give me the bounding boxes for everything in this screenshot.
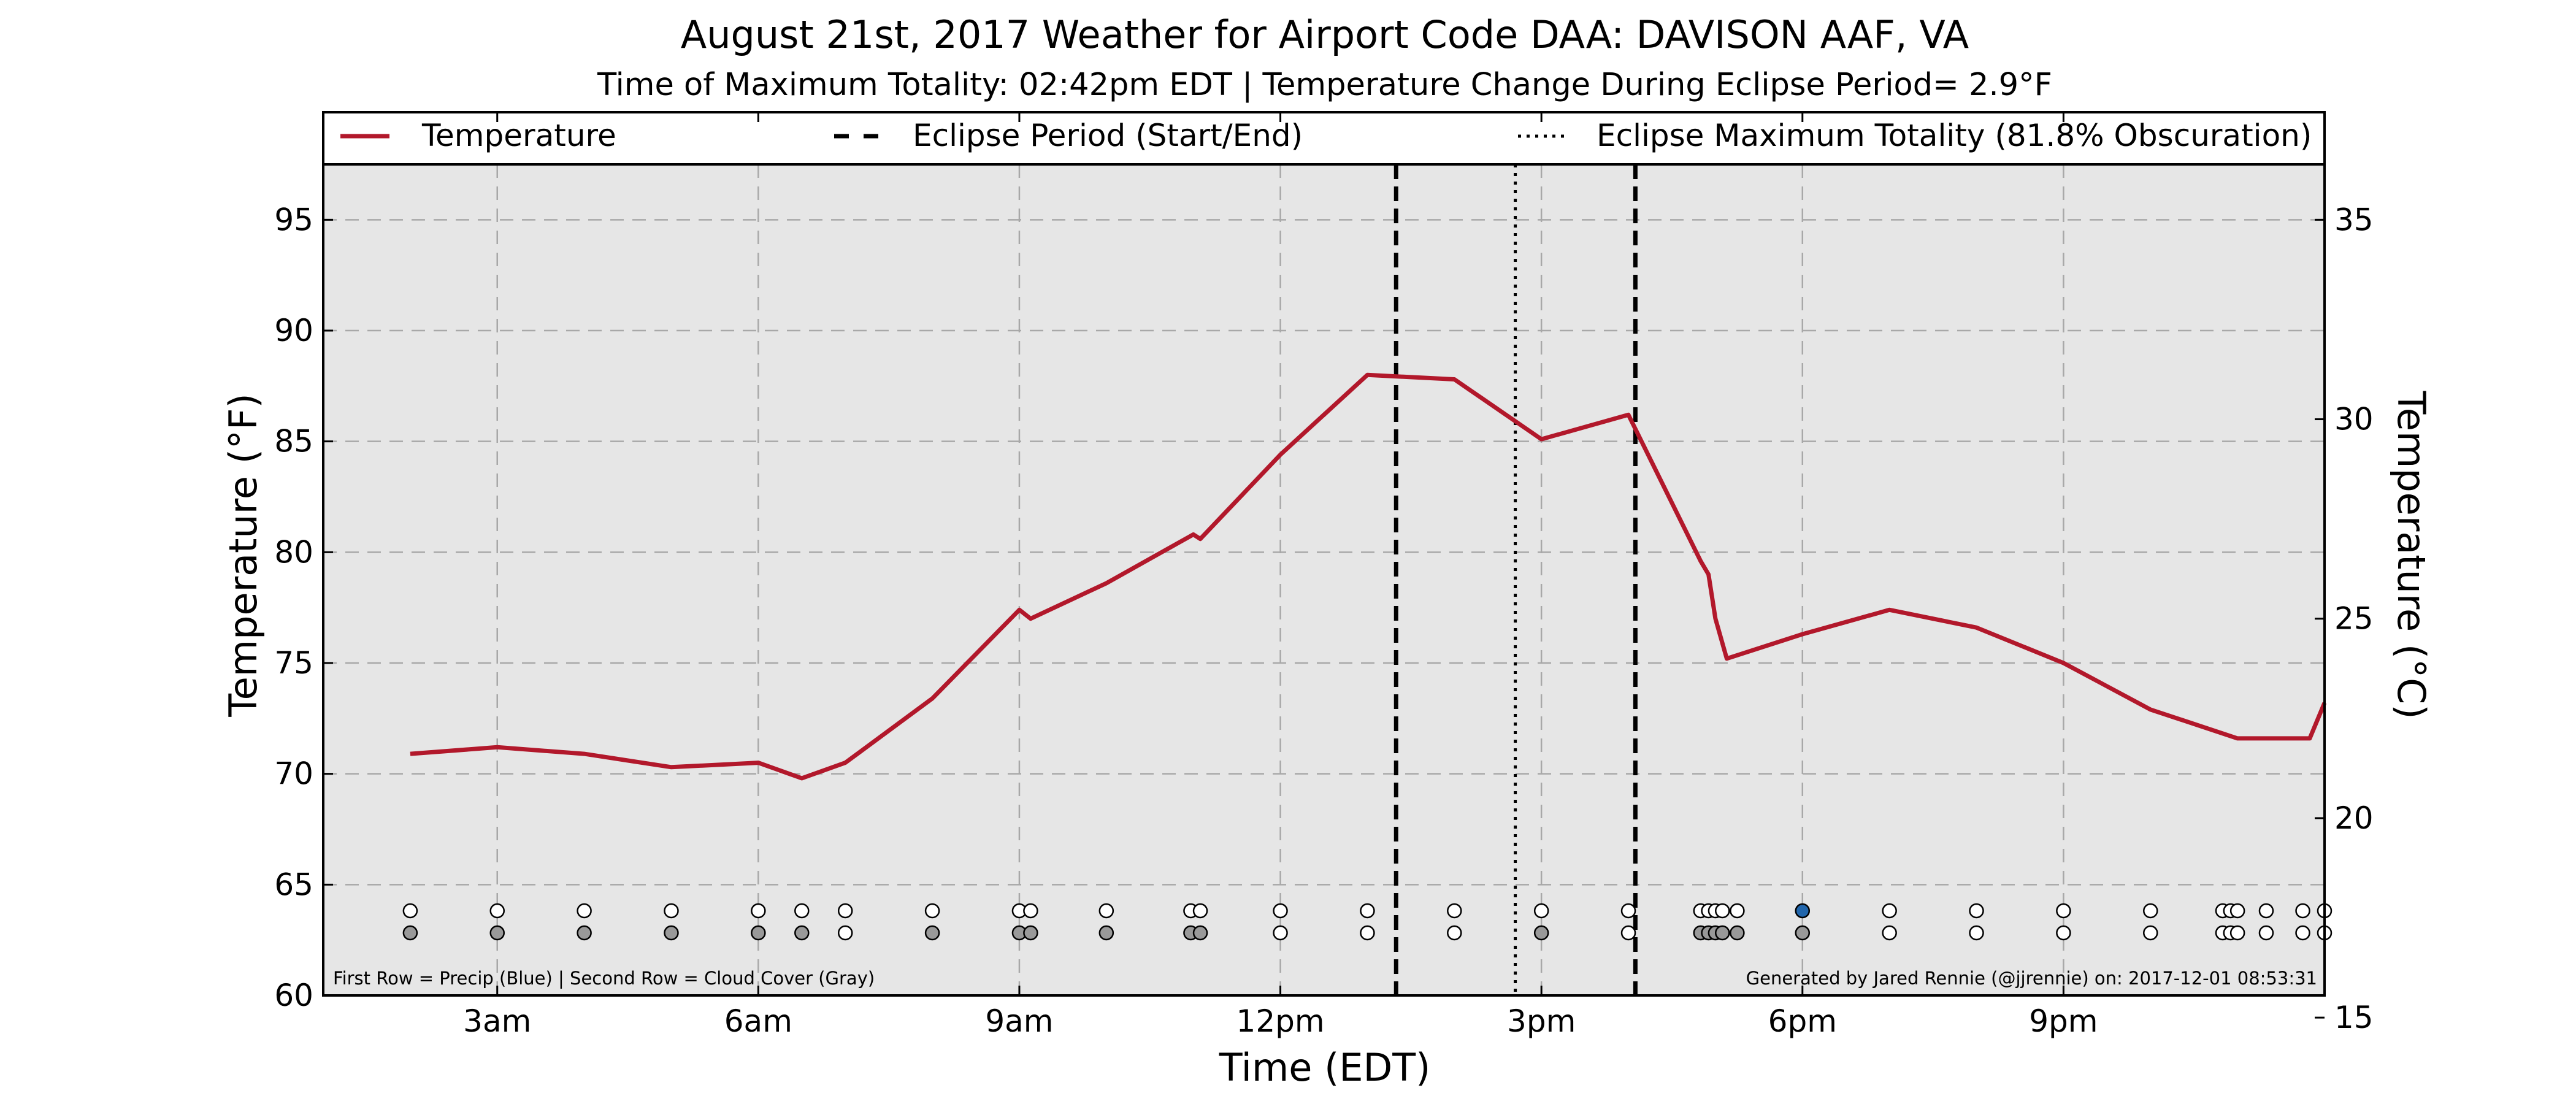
y2-tick-label-1: 20 — [2334, 800, 2374, 836]
grid-lines — [323, 164, 2325, 995]
cloud-marker-2 — [577, 925, 592, 941]
precip-marker-5 — [794, 903, 810, 919]
cloud-marker-32 — [2295, 925, 2310, 941]
precip-marker-25 — [1969, 903, 1984, 919]
y-tick-label-6: 90 — [274, 313, 313, 348]
y-tick-label-5: 85 — [274, 424, 313, 459]
legend-label-eclipse-period: Eclipse Period (Start/End) — [913, 118, 1303, 153]
footnote-right: Generated by Jared Rennie (@jjrennie) on… — [1746, 968, 2317, 989]
y2-tick-label-0: 15 — [2334, 1000, 2374, 1035]
y2-axis-label: Temperature (°C) — [2389, 390, 2434, 719]
x-tick-label-6: 9pm — [2029, 1003, 2098, 1039]
precip-marker-21 — [1715, 903, 1730, 919]
cloud-marker-9 — [1023, 925, 1038, 941]
cloud-marker-21 — [1715, 925, 1730, 941]
precip-marker-26 — [2056, 903, 2071, 919]
y-tick-label-3: 75 — [274, 645, 313, 681]
precip-marker-4 — [751, 903, 766, 919]
cloud-marker-14 — [1360, 925, 1375, 941]
y-tick-label-0: 60 — [274, 978, 313, 1013]
y2-tick-label-4: 35 — [2334, 202, 2374, 237]
precip-marker-2 — [577, 903, 592, 919]
cloud-marker-10 — [1098, 925, 1114, 941]
precip-cloud-markers — [402, 903, 2333, 941]
plot-frame — [322, 111, 2326, 997]
footnote-left: First Row = Precip (Blue) | Second Row =… — [333, 968, 875, 989]
y-tick-label-7: 95 — [274, 202, 313, 237]
x-axis-label: Time (EDT) — [1219, 1045, 1431, 1090]
precip-marker-9 — [1023, 903, 1038, 919]
cloud-marker-16 — [1533, 925, 1549, 941]
cloud-marker-3 — [664, 925, 679, 941]
temperature-series — [410, 372, 2327, 781]
precip-marker-7 — [924, 903, 940, 919]
cloud-marker-26 — [2056, 925, 2071, 941]
cloud-marker-31 — [2258, 925, 2274, 941]
precip-marker-32 — [2295, 903, 2310, 919]
legend-label-eclipse-max: Eclipse Maximum Totality (81.8% Obscurat… — [1597, 118, 2312, 153]
precip-marker-27 — [2143, 903, 2158, 919]
x-tick-label-3: 12pm — [1236, 1003, 1325, 1039]
plot-area — [323, 164, 2325, 995]
x-tick-label-1: 6am — [724, 1003, 792, 1039]
cloud-marker-25 — [1969, 925, 1984, 941]
precip-marker-3 — [664, 903, 679, 919]
precip-marker-12 — [1192, 903, 1208, 919]
y-axis-label: Temperature (°F) — [221, 393, 266, 717]
cloud-marker-27 — [2143, 925, 2158, 941]
precip-marker-22 — [1730, 903, 1745, 919]
cloud-marker-24 — [1882, 925, 1897, 941]
axis-ticks: 3am 6am 9am 12pm 3pm 6pm 9pm 60 65 70 75 80 85 90 95 15… — [274, 112, 2374, 1039]
precip-marker-13 — [1273, 903, 1288, 919]
cloud-marker-5 — [794, 925, 810, 941]
cloud-marker-6 — [837, 925, 853, 941]
precip-marker-24 — [1882, 903, 1897, 919]
precip-marker-10 — [1098, 903, 1114, 919]
legend: Temperature Eclipse Period (Start/End) E… — [340, 118, 2312, 153]
precip-marker-6 — [837, 903, 853, 919]
x-tick-label-0: 3am — [463, 1003, 531, 1039]
y-tick-label-1: 65 — [274, 867, 313, 902]
precip-marker-17 — [1620, 903, 1636, 919]
y2-tick-label-2: 25 — [2334, 601, 2374, 637]
precip-marker-23 — [1795, 903, 1811, 919]
cloud-marker-0 — [402, 925, 418, 941]
eclipse-markers — [1393, 164, 1638, 995]
y-tick-label-2: 70 — [274, 756, 313, 792]
cloud-marker-30 — [2229, 925, 2245, 941]
y2-tick-label-3: 30 — [2334, 402, 2374, 437]
cloud-marker-4 — [751, 925, 766, 941]
precip-marker-0 — [402, 903, 418, 919]
y-tick-label-4: 80 — [274, 534, 313, 570]
temperature-line — [410, 372, 2327, 781]
precip-marker-30 — [2229, 903, 2245, 919]
cloud-marker-15 — [1447, 925, 1462, 941]
x-tick-label-2: 9am — [985, 1003, 1053, 1039]
legend-label-temperature: Temperature — [421, 118, 616, 153]
precip-marker-16 — [1533, 903, 1549, 919]
x-tick-label-4: 3pm — [1507, 1003, 1576, 1039]
cloud-marker-23 — [1795, 925, 1811, 941]
precip-marker-1 — [489, 903, 505, 919]
x-tick-label-5: 6pm — [1768, 1003, 1837, 1039]
cloud-marker-22 — [1730, 925, 1745, 941]
cloud-marker-7 — [924, 925, 940, 941]
chart-title: August 21st, 2017 Weather for Airport Co… — [681, 12, 1969, 57]
precip-marker-15 — [1447, 903, 1462, 919]
cloud-marker-1 — [489, 925, 505, 941]
precip-marker-31 — [2258, 903, 2274, 919]
chart-subtitle: Time of Maximum Totality: 02:42pm EDT | … — [597, 67, 2052, 103]
cloud-marker-12 — [1192, 925, 1208, 941]
cloud-marker-17 — [1620, 925, 1636, 941]
precip-marker-14 — [1360, 903, 1375, 919]
cloud-marker-13 — [1273, 925, 1288, 941]
